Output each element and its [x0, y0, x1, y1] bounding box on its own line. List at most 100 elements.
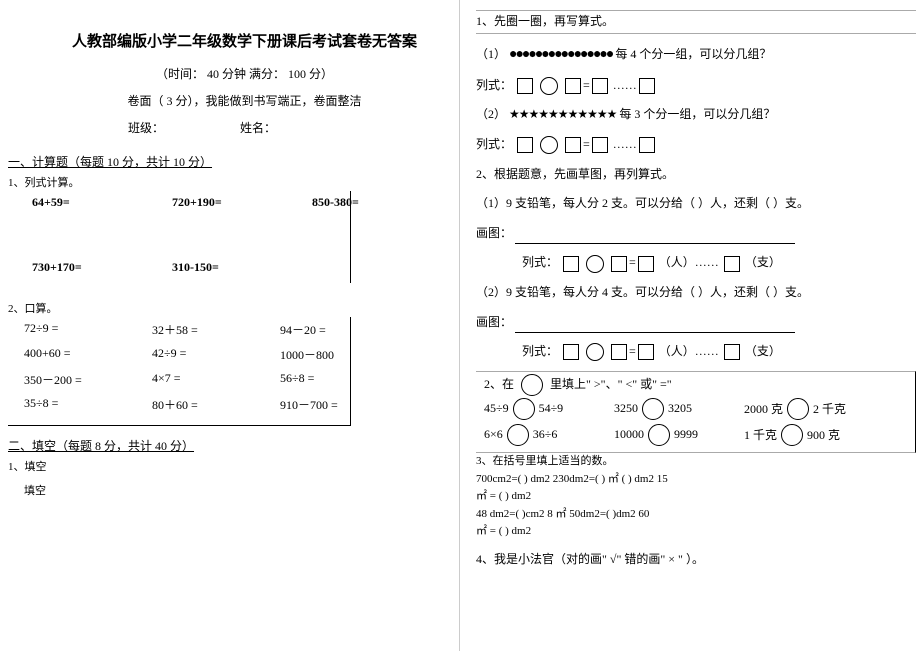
r-q2: 2、根据题意，先画草图，再列算式。 — [476, 164, 916, 186]
oral-block: 72÷9 = 32＋58 = 94－20 = 400+60 = 42÷9 = 1… — [8, 317, 351, 426]
circles-icon: ●●●●●●●●●●●●●●●● — [509, 47, 612, 62]
cmp-r: 36÷6 — [533, 427, 558, 442]
cmp-l: 45÷9 — [484, 401, 509, 416]
blank-box — [517, 137, 533, 153]
unit-zhi: （支） — [745, 344, 781, 358]
draw-2: 画图： — [476, 312, 916, 334]
blank-circle — [642, 398, 664, 420]
blank-box — [517, 78, 533, 94]
compare-block: 2、在 里填上" >"、" <" 或" =" 45÷9 54÷9 3250 3205… — [476, 371, 916, 453]
r-eq-2: 列式： = …… — [476, 134, 916, 156]
eq-label: 列式： — [476, 137, 512, 151]
bracket-block: 3、在括号里填上适当的数。 700cm2=( ) dm2 230dm2=( ) … — [476, 453, 916, 541]
class-label: 班级： — [128, 121, 164, 135]
cmp-r: 54÷9 — [539, 401, 564, 416]
blank-box — [563, 344, 579, 360]
q3-suf: 里填上" >"、" <" 或" =" — [550, 377, 672, 391]
oral-item: 35÷8 = — [24, 396, 124, 413]
blank-circle — [787, 398, 809, 420]
name-label: 姓名： — [240, 121, 276, 135]
oral-item: 42÷9 = — [152, 346, 252, 363]
oral-row: 72÷9 = 32＋58 = 94－20 = — [24, 321, 350, 338]
blank-box — [565, 137, 581, 153]
oral-item: 94－20 = — [280, 321, 380, 338]
calc-item: 64+59= — [32, 195, 122, 210]
r-q1-1: （1） ●●●●●●●●●●●●●●●● 每 4 个分一组，可以分几组？ — [476, 42, 916, 67]
calc-item: 730+170= — [32, 260, 122, 275]
oral-row: 35÷8 = 80＋60 = 910－700 = — [24, 396, 350, 413]
blank-box — [611, 256, 627, 272]
oral-item: 1000－800 — [280, 346, 380, 363]
oral-item: 400+60 = — [24, 346, 124, 363]
cmp-r: 9999 — [674, 427, 698, 442]
r-q3: 2、在 里填上" >"、" <" 或" =" — [484, 374, 915, 396]
blank-box — [638, 344, 654, 360]
calc-block: 64+59= 720+190= 850-380= 730+170= 310-15… — [8, 191, 351, 283]
eq-label: 列式： — [476, 78, 512, 92]
blank-line — [515, 319, 795, 333]
q2-1b: 填空 — [24, 482, 451, 498]
eq-label: 列式： — [522, 255, 558, 269]
cmp-l: 1 千克 — [744, 426, 777, 443]
oral-item: 80＋60 = — [152, 396, 252, 413]
cmp-r: 3205 — [668, 401, 692, 416]
r-q2-1: （1）9 支铅笔，每人分 2 支。可以分给（ ）人，还剩（ ）支。 — [476, 193, 916, 215]
oral-row: 400+60 = 42÷9 = 1000－800 — [24, 346, 350, 363]
unit-people: （人）…… — [659, 344, 719, 358]
bracket-row: 700cm2=( ) dm2 230dm2=( ) ㎡ ( ) dm2 15 — [476, 471, 916, 489]
note-info: 卷面（ 3 分），我能做到书写端正，卷面整洁 — [38, 92, 451, 109]
bracket-row: 48 dm2=( )cm2 8 ㎡ 50dm2=( )dm2 60 — [476, 506, 916, 524]
blank-circle — [586, 343, 604, 361]
calc-row-2: 730+170= 310-150= — [32, 260, 350, 275]
q1-1-suf: 每 4 个分一组，可以分几组？ — [615, 47, 771, 61]
r-q1: 1、先圈一圈，再写算式。 — [476, 10, 916, 34]
q1-2: 2、口算。 — [8, 300, 451, 316]
bracket-row: ㎡ = ( ) dm2 — [476, 488, 916, 506]
oral-item: 32＋58 = — [152, 321, 252, 338]
blank-box — [592, 137, 608, 153]
r-q4: 3、在括号里填上适当的数。 — [476, 453, 916, 471]
oral-item: 56÷8 = — [280, 371, 380, 388]
r-eq-4: 列式： = （人）…… （支） — [522, 341, 916, 363]
q1-1: 1、列式计算。 — [8, 174, 451, 190]
compare-row: 45÷954÷9 32503205 2000 克2 千克 — [484, 398, 915, 420]
compare-row: 6×6 36÷6 10000 9999 1 千克 900 克 — [484, 424, 915, 446]
doc-title: 人教部编版小学二年级数学下册课后考试套卷无答案 — [38, 30, 451, 51]
r-q2-2: （2）9 支铅笔，每人分 4 支。可以分给（ ）人，还剩（ ）支。 — [476, 282, 916, 304]
q2-1: 1、填空 — [8, 458, 451, 474]
blank-circle — [521, 374, 543, 396]
draw-label: 画图： — [476, 226, 512, 240]
r-eq-1: 列式： = …… — [476, 75, 916, 97]
oral-item: 4×7 = — [152, 371, 252, 388]
cmp-l: 6×6 — [484, 427, 503, 442]
calc-row-1: 64+59= 720+190= 850-380= — [32, 195, 350, 210]
blank-circle — [586, 255, 604, 273]
blank-box — [592, 78, 608, 94]
blank-circle — [540, 77, 558, 95]
oral-item: 72÷9 = — [24, 321, 124, 338]
r-eq-3: 列式： = （人）…… （支） — [522, 252, 916, 274]
draw-label: 画图： — [476, 315, 512, 329]
time-info: （时间： 40 分钟 满分： 100 分） — [38, 65, 451, 82]
blank-circle — [507, 424, 529, 446]
bracket-row: ㎡ = ( ) dm2 — [476, 523, 916, 541]
cmp-r: 900 克 — [807, 426, 840, 443]
blank-circle — [540, 136, 558, 154]
cmp-l: 2000 克 — [744, 400, 783, 417]
blank-box — [724, 256, 740, 272]
oral-item: 910－700 = — [280, 396, 380, 413]
oral-row: 350－200 = 4×7 = 56÷8 = — [24, 371, 350, 388]
cmp-l: 3250 — [614, 401, 638, 416]
blank-circle — [781, 424, 803, 446]
blank-line — [515, 230, 795, 244]
blank-box — [563, 256, 579, 272]
q3-pre: 2、在 — [484, 377, 514, 391]
unit-people: （人）…… — [659, 255, 719, 269]
stars-icon: ★★★★★★★★★★★ — [509, 107, 616, 121]
r-q1-2: （2） ★★★★★★★★★★★ 每 3 个分一组，可以分几组？ — [476, 104, 916, 126]
blank-circle — [513, 398, 535, 420]
cmp-l: 10000 — [614, 427, 644, 442]
blank-box — [565, 78, 581, 94]
q1-2-pre: （2） — [476, 107, 506, 121]
section-1: 一、计算题（每题 10 分，共计 10 分） — [8, 152, 212, 171]
